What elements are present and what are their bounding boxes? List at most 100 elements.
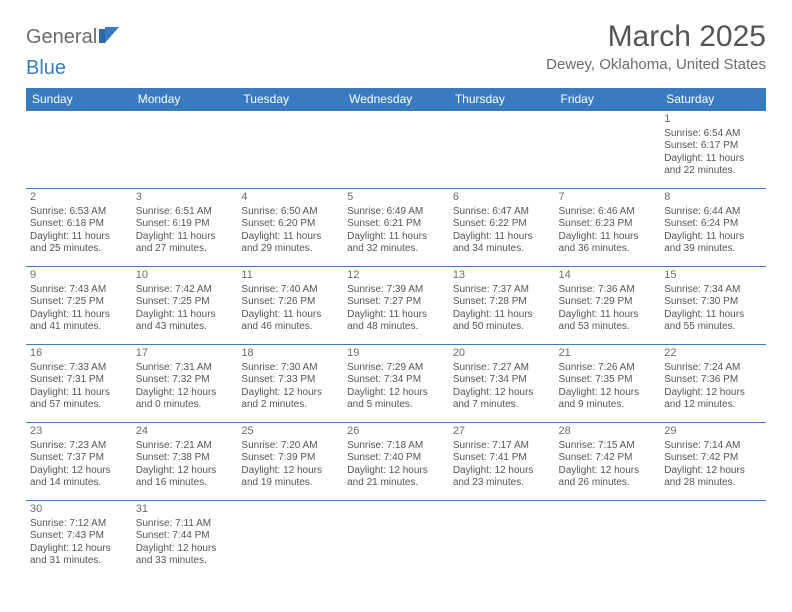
- sunrise-text: Sunrise: 7:17 AM: [453, 440, 551, 453]
- calendar-day-cell: 1Sunrise: 6:54 AMSunset: 6:17 PMDaylight…: [660, 111, 766, 189]
- sunrise-text: Sunrise: 6:47 AM: [453, 206, 551, 219]
- calendar-empty-cell: [237, 111, 343, 189]
- day-number: 30: [30, 503, 128, 517]
- sunset-text: Sunset: 7:25 PM: [136, 296, 234, 309]
- day-number: 23: [30, 425, 128, 439]
- month-title: March 2025: [546, 20, 766, 54]
- daylight-text: Daylight: 11 hours and 22 minutes.: [664, 153, 762, 178]
- day-number: 10: [136, 269, 234, 283]
- daylight-text: Daylight: 12 hours and 23 minutes.: [453, 465, 551, 490]
- daylight-text: Daylight: 11 hours and 48 minutes.: [347, 309, 445, 334]
- brand-logo: GeneralBlue: [26, 26, 121, 80]
- daylight-text: Daylight: 11 hours and 36 minutes.: [559, 231, 657, 256]
- calendar-day-cell: 6Sunrise: 6:47 AMSunset: 6:22 PMDaylight…: [449, 189, 555, 267]
- daylight-text: Daylight: 12 hours and 33 minutes.: [136, 543, 234, 568]
- calendar-day-cell: 13Sunrise: 7:37 AMSunset: 7:28 PMDayligh…: [449, 267, 555, 345]
- sunrise-text: Sunrise: 7:29 AM: [347, 362, 445, 375]
- sunset-text: Sunset: 7:25 PM: [30, 296, 128, 309]
- day-number: 20: [453, 347, 551, 361]
- calendar-day-cell: 12Sunrise: 7:39 AMSunset: 7:27 PMDayligh…: [343, 267, 449, 345]
- calendar-day-cell: 20Sunrise: 7:27 AMSunset: 7:34 PMDayligh…: [449, 345, 555, 423]
- calendar-empty-cell: [343, 111, 449, 189]
- calendar-empty-cell: [26, 111, 132, 189]
- calendar-day-cell: 8Sunrise: 6:44 AMSunset: 6:24 PMDaylight…: [660, 189, 766, 267]
- day-number: 22: [664, 347, 762, 361]
- daylight-text: Daylight: 12 hours and 9 minutes.: [559, 387, 657, 412]
- sunrise-text: Sunrise: 6:54 AM: [664, 128, 762, 141]
- day-number: 11: [241, 269, 339, 283]
- daylight-text: Daylight: 11 hours and 46 minutes.: [241, 309, 339, 334]
- sunset-text: Sunset: 7:30 PM: [664, 296, 762, 309]
- sunset-text: Sunset: 6:24 PM: [664, 218, 762, 231]
- calendar-day-cell: 2Sunrise: 6:53 AMSunset: 6:18 PMDaylight…: [26, 189, 132, 267]
- sunset-text: Sunset: 6:23 PM: [559, 218, 657, 231]
- calendar-empty-cell: [132, 111, 238, 189]
- daylight-text: Daylight: 12 hours and 26 minutes.: [559, 465, 657, 490]
- calendar-page: GeneralBlue March 2025 Dewey, Oklahoma, …: [0, 0, 792, 589]
- day-header: Saturday: [660, 88, 766, 111]
- calendar-empty-cell: [449, 501, 555, 579]
- day-number: 8: [664, 191, 762, 205]
- day-number: 24: [136, 425, 234, 439]
- daylight-text: Daylight: 11 hours and 43 minutes.: [136, 309, 234, 334]
- day-header: Tuesday: [237, 88, 343, 111]
- day-header: Wednesday: [343, 88, 449, 111]
- calendar-day-cell: 27Sunrise: 7:17 AMSunset: 7:41 PMDayligh…: [449, 423, 555, 501]
- calendar-day-cell: 29Sunrise: 7:14 AMSunset: 7:42 PMDayligh…: [660, 423, 766, 501]
- sunrise-text: Sunrise: 7:12 AM: [30, 518, 128, 531]
- daylight-text: Daylight: 11 hours and 34 minutes.: [453, 231, 551, 256]
- daylight-text: Daylight: 11 hours and 57 minutes.: [30, 387, 128, 412]
- sunrise-text: Sunrise: 7:15 AM: [559, 440, 657, 453]
- sunrise-text: Sunrise: 7:21 AM: [136, 440, 234, 453]
- calendar-day-cell: 5Sunrise: 6:49 AMSunset: 6:21 PMDaylight…: [343, 189, 449, 267]
- sunrise-text: Sunrise: 6:53 AM: [30, 206, 128, 219]
- day-number: 15: [664, 269, 762, 283]
- header: GeneralBlue March 2025 Dewey, Oklahoma, …: [26, 20, 766, 80]
- day-number: 13: [453, 269, 551, 283]
- sunrise-text: Sunrise: 7:24 AM: [664, 362, 762, 375]
- day-number: 26: [347, 425, 445, 439]
- calendar-week-row: 9Sunrise: 7:43 AMSunset: 7:25 PMDaylight…: [26, 267, 766, 345]
- daylight-text: Daylight: 12 hours and 28 minutes.: [664, 465, 762, 490]
- sunrise-text: Sunrise: 7:39 AM: [347, 284, 445, 297]
- calendar-day-cell: 7Sunrise: 6:46 AMSunset: 6:23 PMDaylight…: [555, 189, 661, 267]
- sunrise-text: Sunrise: 7:37 AM: [453, 284, 551, 297]
- daylight-text: Daylight: 12 hours and 0 minutes.: [136, 387, 234, 412]
- calendar-day-cell: 15Sunrise: 7:34 AMSunset: 7:30 PMDayligh…: [660, 267, 766, 345]
- calendar-day-cell: 11Sunrise: 7:40 AMSunset: 7:26 PMDayligh…: [237, 267, 343, 345]
- sunrise-text: Sunrise: 7:26 AM: [559, 362, 657, 375]
- daylight-text: Daylight: 11 hours and 32 minutes.: [347, 231, 445, 256]
- daylight-text: Daylight: 12 hours and 19 minutes.: [241, 465, 339, 490]
- sunrise-text: Sunrise: 6:46 AM: [559, 206, 657, 219]
- title-block: March 2025 Dewey, Oklahoma, United State…: [546, 20, 766, 73]
- day-number: 29: [664, 425, 762, 439]
- day-number: 19: [347, 347, 445, 361]
- sunset-text: Sunset: 6:18 PM: [30, 218, 128, 231]
- sunset-text: Sunset: 6:17 PM: [664, 140, 762, 153]
- calendar-day-cell: 26Sunrise: 7:18 AMSunset: 7:40 PMDayligh…: [343, 423, 449, 501]
- brand-part1: General: [26, 26, 97, 48]
- sunrise-text: Sunrise: 7:34 AM: [664, 284, 762, 297]
- sunset-text: Sunset: 6:19 PM: [136, 218, 234, 231]
- sunset-text: Sunset: 7:27 PM: [347, 296, 445, 309]
- sunrise-text: Sunrise: 6:49 AM: [347, 206, 445, 219]
- calendar-day-cell: 3Sunrise: 6:51 AMSunset: 6:19 PMDaylight…: [132, 189, 238, 267]
- day-number: 4: [241, 191, 339, 205]
- sunset-text: Sunset: 6:20 PM: [241, 218, 339, 231]
- calendar-day-cell: 22Sunrise: 7:24 AMSunset: 7:36 PMDayligh…: [660, 345, 766, 423]
- location-subtitle: Dewey, Oklahoma, United States: [546, 56, 766, 73]
- sunset-text: Sunset: 7:32 PM: [136, 374, 234, 387]
- sunset-text: Sunset: 7:28 PM: [453, 296, 551, 309]
- flag-icon: [99, 26, 121, 49]
- sunset-text: Sunset: 7:34 PM: [453, 374, 551, 387]
- daylight-text: Daylight: 12 hours and 7 minutes.: [453, 387, 551, 412]
- daylight-text: Daylight: 12 hours and 16 minutes.: [136, 465, 234, 490]
- calendar-day-cell: 24Sunrise: 7:21 AMSunset: 7:38 PMDayligh…: [132, 423, 238, 501]
- day-header: Thursday: [449, 88, 555, 111]
- calendar-day-cell: 28Sunrise: 7:15 AMSunset: 7:42 PMDayligh…: [555, 423, 661, 501]
- daylight-text: Daylight: 11 hours and 50 minutes.: [453, 309, 551, 334]
- day-number: 17: [136, 347, 234, 361]
- daylight-text: Daylight: 12 hours and 21 minutes.: [347, 465, 445, 490]
- sunrise-text: Sunrise: 6:50 AM: [241, 206, 339, 219]
- sunrise-text: Sunrise: 7:33 AM: [30, 362, 128, 375]
